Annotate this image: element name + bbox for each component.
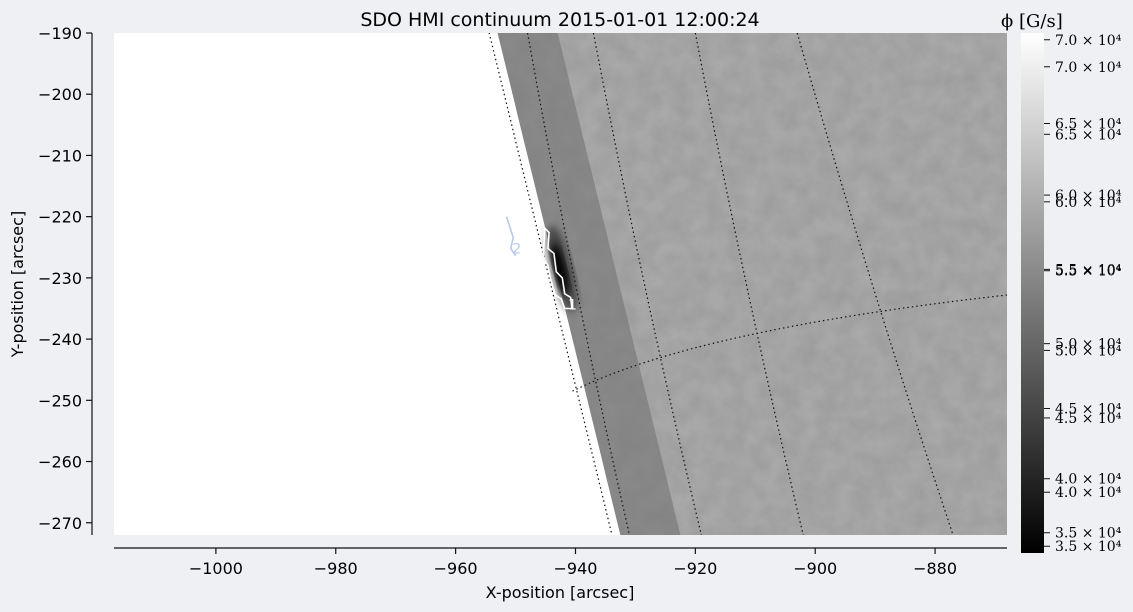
colorbar-label: ϕ [G/s]	[1001, 11, 1063, 32]
longitude-gridline	[796, 33, 954, 535]
y-tick-label: −200	[38, 85, 82, 104]
latitude-gridline	[572, 294, 1007, 392]
x-tick-label: −1000	[189, 559, 243, 578]
colorbar-tick-label: 3.5 × 10⁴	[1055, 539, 1122, 555]
y-tick-label: −270	[38, 514, 82, 533]
contour-label: 2	[512, 241, 521, 257]
contours: 12	[505, 216, 577, 314]
heliographic-grid	[526, 33, 1007, 535]
contour-line	[505, 216, 517, 257]
solar-disk-image: 12	[114, 33, 1007, 535]
colorbar-tick-label: 7.0 × 10⁴	[1055, 60, 1122, 76]
colorbar-tick-label: 6.0 × 10⁴	[1055, 188, 1122, 204]
limb-darkening	[497, 33, 681, 535]
colorbar-tick-label: 6.5 × 10⁴	[1055, 127, 1122, 143]
y-tick-label: −250	[38, 391, 82, 410]
colorbar	[1021, 33, 1044, 553]
contour-label: 1	[568, 298, 577, 314]
y-axis-label: Y-position [arcsec]	[8, 211, 27, 358]
colorbar-tick-label: 4.0 × 10⁴	[1055, 472, 1122, 488]
x-axis-label: X-position [arcsec]	[486, 583, 635, 602]
y-tick-label: −210	[38, 146, 82, 165]
colorbar-tick-label: 3.5 × 10⁴	[1055, 526, 1122, 542]
colorbar-tick-label: 6.0 × 10⁴	[1055, 195, 1122, 211]
x-tick-label: −940	[554, 559, 598, 578]
x-axis-ticks: −1000 −980 −960 −940 −920 −900 −880	[189, 548, 957, 578]
y-tick-label: −190	[38, 24, 82, 43]
x-tick-label: −960	[434, 559, 478, 578]
y-tick-label: −260	[38, 453, 82, 472]
y-axis-ticks: −190 −200 −210 −220 −230 −240 −250 −260 −270	[38, 24, 92, 533]
colorbar-tick-label: 7.0 × 10⁴	[1055, 33, 1122, 49]
colorbar-tick-label: 4.0 × 10⁴	[1055, 485, 1122, 501]
umbra	[551, 243, 569, 294]
colorbar-tick-label: 5.5 × 10⁴	[1055, 262, 1122, 278]
colorbar-tick-label: 4.5 × 10⁴	[1055, 411, 1122, 427]
contour-line	[542, 225, 573, 310]
x-tick-label: −920	[673, 559, 717, 578]
chart-title: SDO HMI continuum 2015-01-01 12:00:24	[360, 9, 759, 31]
x-tick-label: −900	[793, 559, 837, 578]
colorbar-tick-label: 5.5 × 10⁴	[1055, 264, 1122, 280]
x-tick-label: −880	[913, 559, 957, 578]
solar-limb-line	[488, 33, 613, 535]
colorbar-tick-label: 5.0 × 10⁴	[1055, 337, 1122, 353]
colorbar-tick-label: 6.5 × 10⁴	[1055, 116, 1122, 132]
y-tick-label: −230	[38, 269, 82, 288]
colorbar-tick-label: 4.5 × 10⁴	[1055, 401, 1122, 417]
x-tick-label: −980	[314, 559, 358, 578]
y-tick-label: −240	[38, 330, 82, 349]
y-tick-label: −220	[38, 208, 82, 227]
colorbar-tick-label: 5.0 × 10⁴	[1055, 343, 1122, 359]
longitude-gridline	[526, 33, 631, 535]
